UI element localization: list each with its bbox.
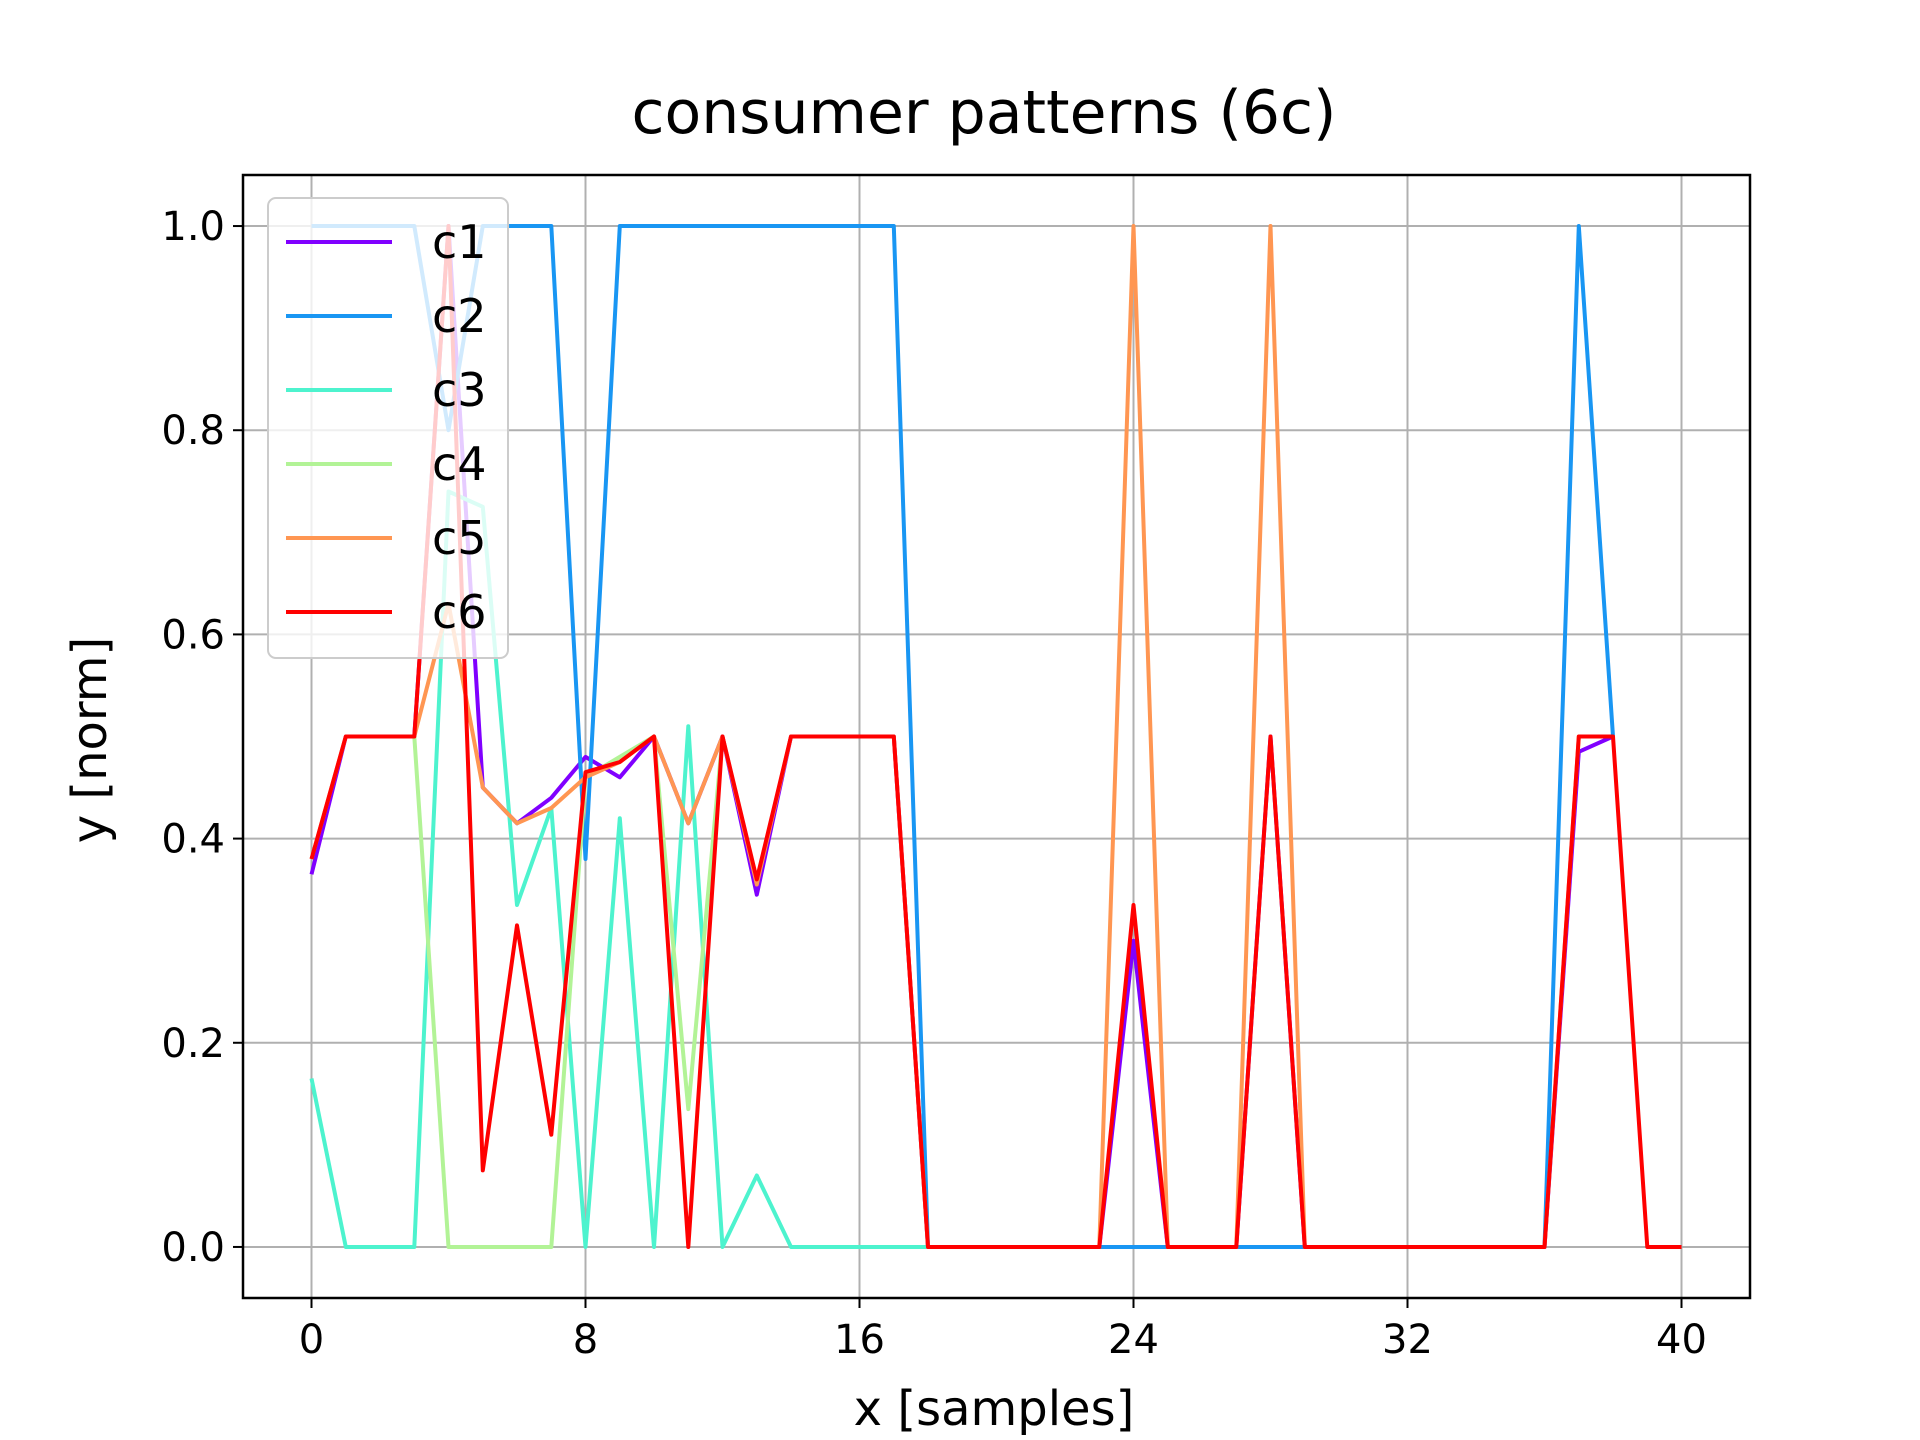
axis-ticks: 0 8 16 24 32 40 0.0 0.2 0.4 0.6 0.8 1.0 <box>161 204 1707 1363</box>
x-axis-label: x [samples] <box>854 1381 1135 1437</box>
legend-label-c6: c6 <box>432 585 487 639</box>
y-tick-label: 0.0 <box>161 1225 225 1271</box>
legend: c1 c2 c3 c4 c5 c6 <box>267 197 509 659</box>
legend-label-c2: c2 <box>432 289 487 343</box>
legend-label-c5: c5 <box>432 511 487 565</box>
x-tick-label: 8 <box>573 1317 598 1363</box>
x-tick-label: 16 <box>834 1317 885 1363</box>
plot-area-frame <box>241 173 1752 1300</box>
y-tick-label: 0.8 <box>161 408 225 454</box>
legend-label-c3: c3 <box>432 363 487 417</box>
x-tick-label: 24 <box>1108 1317 1159 1363</box>
y-axis-label: y [norm] <box>62 637 118 844</box>
x-tick-label: 0 <box>299 1317 324 1363</box>
x-tick-label: 40 <box>1656 1317 1707 1363</box>
legend-label-c4: c4 <box>432 437 487 491</box>
y-tick-label: 0.2 <box>161 1021 225 1067</box>
chart-title: consumer patterns (6c) <box>632 78 1337 148</box>
x-tick-label: 32 <box>1382 1317 1433 1363</box>
series-line-c3 <box>309 489 928 1249</box>
legend-label-c1: c1 <box>432 215 487 269</box>
legend-box <box>267 197 509 659</box>
series-line-c6 <box>309 224 1682 1249</box>
y-tick-label: 0.4 <box>161 817 225 863</box>
y-tick-label: 1.0 <box>161 204 225 250</box>
series-line-c4 <box>412 734 725 1249</box>
y-tick-label: 0.6 <box>161 612 225 658</box>
series-lines <box>309 224 1682 1249</box>
